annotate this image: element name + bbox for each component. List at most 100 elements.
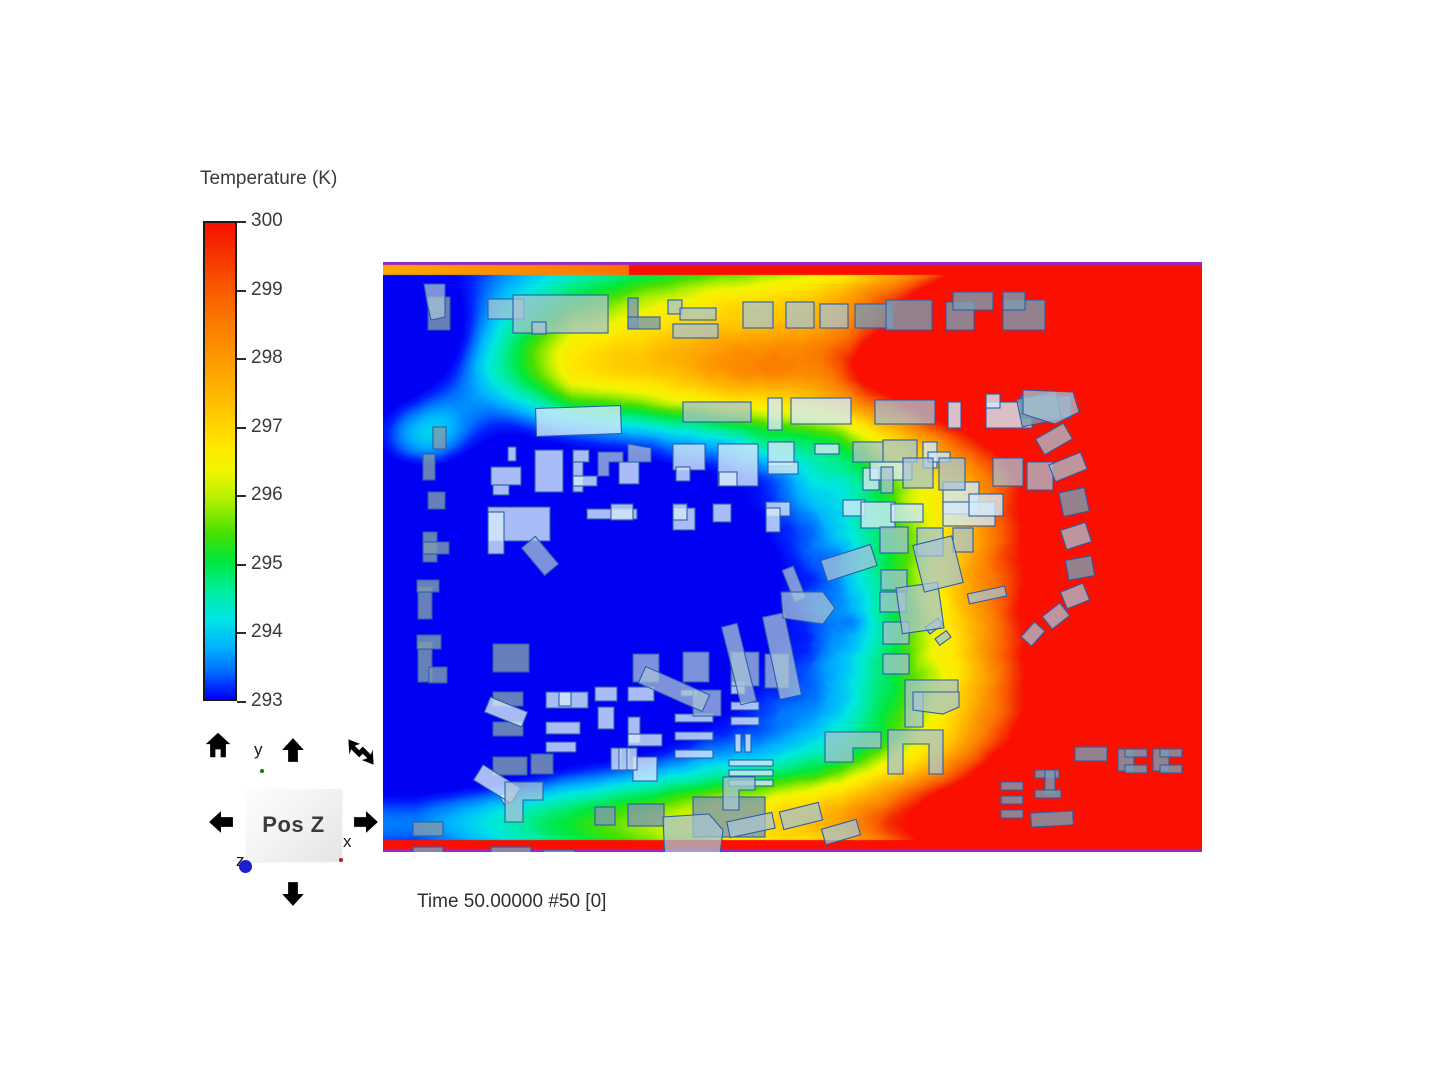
colorbar-tick: [237, 701, 246, 703]
colorbar-tick: [237, 289, 246, 292]
building-footprint: [968, 493, 1004, 517]
building-footprint: [912, 535, 964, 593]
colorbar-tick: [237, 426, 246, 429]
building-footprint: [610, 503, 634, 521]
arrow-down-icon[interactable]: [280, 881, 306, 907]
building-footprint: [662, 813, 724, 852]
building-footprint: [1124, 748, 1148, 758]
building-footprint: [428, 666, 448, 684]
colorbar-tick-label: 298: [251, 347, 283, 369]
building-footprint: [852, 441, 884, 463]
building-footprint: [627, 733, 663, 747]
building-footprint: [882, 653, 910, 675]
building-footprint: [1022, 389, 1080, 425]
building-footprint: [785, 301, 815, 329]
axis-origin-dot-y: [260, 769, 264, 773]
building-footprint: [728, 759, 774, 767]
building-footprint: [682, 401, 752, 423]
rotate-icon[interactable]: [343, 734, 379, 770]
building-footprint: [767, 397, 783, 431]
colorbar-tick-label: 295: [251, 552, 283, 574]
building-footprint: [597, 451, 624, 477]
building-footprint: [1000, 795, 1024, 805]
building-footprint: [594, 806, 616, 826]
building-footprint: [558, 691, 572, 707]
colorbar-tick: [237, 495, 246, 498]
building-footprint: [542, 849, 576, 852]
building-footprint: [534, 449, 564, 493]
building-footprint: [814, 443, 840, 455]
arrow-up-icon[interactable]: [280, 737, 306, 763]
color-legend[interactable]: 300 299 298 297 296 295 294 293: [203, 210, 283, 711]
colorbar-tick-label: 296: [251, 484, 283, 506]
building-footprint: [492, 756, 528, 776]
building-footprint: [487, 511, 505, 555]
building-footprints-overlay: [412, 283, 1183, 852]
building-footprint: [952, 527, 974, 553]
building-footprint: [531, 321, 547, 335]
building-footprint: [520, 535, 560, 577]
building-footprint: [895, 581, 945, 635]
building-footprint: [618, 461, 640, 485]
building-footprint: [667, 299, 683, 315]
building-footprint: [412, 821, 444, 837]
building-footprint: [1041, 602, 1071, 630]
building-footprint: [734, 733, 742, 753]
building-footprint: [1059, 582, 1091, 610]
building-footprint: [1124, 764, 1148, 774]
building-footprint: [627, 443, 652, 463]
building-footprint: [674, 731, 714, 741]
building-footprint: [627, 316, 661, 330]
arrow-left-icon[interactable]: [208, 809, 234, 835]
arrow-right-icon[interactable]: [353, 809, 379, 835]
building-footprint: [423, 283, 446, 321]
colorbar-tick-label: 299: [251, 278, 283, 300]
building-footprint: [820, 543, 878, 583]
building-footprint: [879, 526, 909, 554]
building-footprint: [1000, 781, 1024, 791]
building-footprint: [672, 323, 719, 339]
building-footprint: [874, 399, 936, 425]
colorbar-tick-label: 294: [251, 621, 283, 643]
render-view[interactable]: [383, 262, 1202, 852]
colorbar-tick-label: 293: [251, 690, 283, 711]
home-icon[interactable]: [204, 731, 232, 759]
building-footprint: [780, 591, 836, 625]
building-footprint: [885, 299, 933, 331]
building-footprint: [1064, 555, 1096, 581]
building-footprint: [572, 449, 590, 463]
building-footprint: [674, 749, 714, 759]
building-footprint: [824, 731, 882, 763]
building-footprint: [712, 503, 732, 523]
building-footprint: [966, 585, 1008, 605]
axis-origin-dot-z: [239, 860, 252, 873]
building-footprint: [1034, 422, 1074, 456]
building-footprint: [860, 501, 896, 529]
axis-label-x: x: [343, 832, 352, 851]
building-footprint: [432, 426, 447, 450]
axis-label-y: y: [254, 740, 263, 759]
building-footprint: [1059, 521, 1093, 551]
building-footprint: [572, 475, 598, 487]
building-footprint: [912, 691, 960, 715]
building-footprint: [545, 741, 577, 753]
colorbar-tick: [237, 563, 246, 566]
building-footprint: [594, 686, 618, 702]
building-footprint: [726, 811, 776, 839]
building-footprint: [947, 401, 962, 429]
axis-label-z: z: [236, 851, 245, 870]
building-footprint: [952, 291, 994, 311]
building-footprint: [627, 803, 665, 827]
building-footprint: [530, 753, 554, 775]
orientation-widget[interactable]: Pos Z y x z: [198, 726, 393, 912]
building-footprint: [890, 503, 924, 523]
building-footprint: [492, 484, 510, 496]
view-cube-button[interactable]: Pos Z: [246, 789, 341, 861]
building-footprint: [672, 443, 706, 471]
colorbar-tick-label: 300: [251, 210, 283, 231]
building-footprint: [718, 471, 738, 487]
building-footprint: [902, 457, 934, 489]
building-footprint: [534, 404, 623, 438]
building-footprint: [742, 301, 774, 329]
